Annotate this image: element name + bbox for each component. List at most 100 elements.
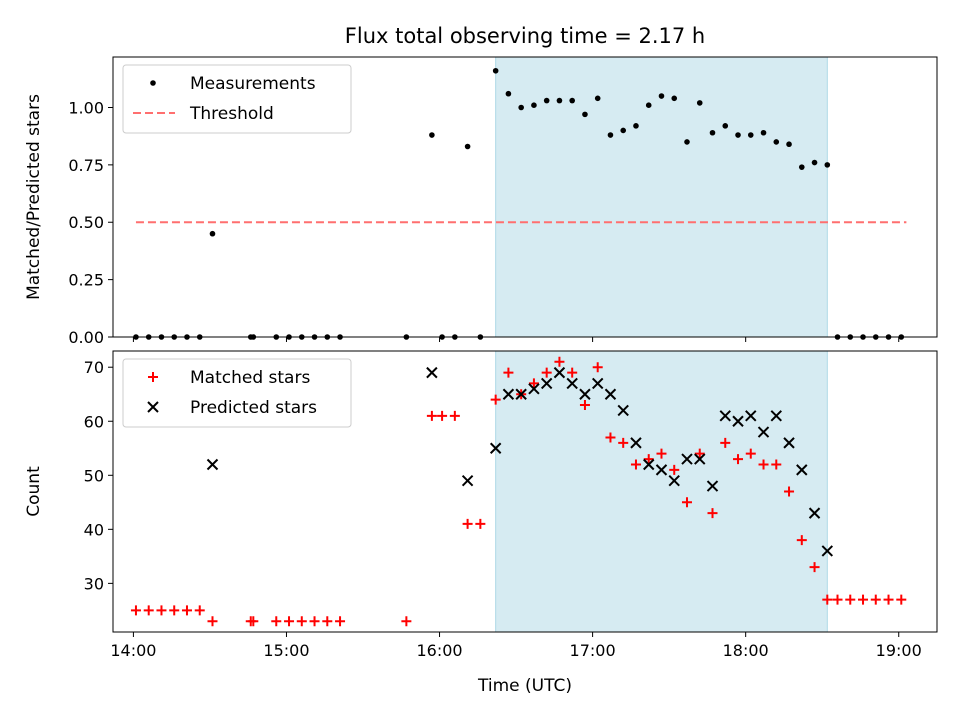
predicted-star-point xyxy=(719,410,731,422)
measurement-point xyxy=(735,132,741,138)
predicted-star-point xyxy=(732,415,744,427)
shaded-region xyxy=(495,350,828,633)
y-tick-label: 50 xyxy=(84,466,104,485)
matched-star-point xyxy=(809,562,820,573)
predicted-star-point xyxy=(617,404,629,417)
matched-star-point xyxy=(437,410,448,421)
matched-star-point xyxy=(475,518,486,529)
matched-star-point xyxy=(541,367,552,378)
measurement-point xyxy=(773,139,780,145)
legend-box xyxy=(122,64,352,134)
y-tick-label: 60 xyxy=(84,412,104,431)
shaded-region xyxy=(495,56,828,338)
matched-star-point xyxy=(720,437,731,448)
predicted-stars-series xyxy=(206,366,834,557)
y-tick-label: 30 xyxy=(84,574,104,593)
predicted-star-point xyxy=(579,388,591,400)
matched-star-point xyxy=(194,605,205,616)
measurement-point xyxy=(569,97,575,104)
measurement-point xyxy=(505,90,512,97)
y-tick-label: 0.75 xyxy=(68,156,104,175)
matched-star-point xyxy=(618,437,629,448)
matched-star-point xyxy=(284,616,295,627)
measurement-point xyxy=(556,97,563,104)
matched-star-point xyxy=(579,400,590,411)
predicted-star-point xyxy=(502,388,515,400)
legend: Matched stars Predicted stars xyxy=(122,358,352,428)
measurement-point xyxy=(684,139,690,145)
measurement-point xyxy=(747,132,754,138)
predicted-star-point xyxy=(515,388,527,400)
predicted-star-point xyxy=(489,442,502,454)
matched-star-point xyxy=(309,616,320,627)
x-tick-label: 15:00 xyxy=(263,641,309,660)
matched-star-point xyxy=(605,432,616,443)
measurement-point xyxy=(464,143,471,150)
measurement-point xyxy=(824,162,831,168)
measurement-point xyxy=(671,95,678,102)
legend-matched-swatch xyxy=(148,372,158,382)
predicted-star-point xyxy=(770,410,782,422)
x-tick-label: 14:00 xyxy=(110,641,156,660)
predicted-star-point xyxy=(426,366,438,379)
predicted-star-point xyxy=(643,458,655,471)
matched-star-point xyxy=(143,605,154,616)
measurement-point xyxy=(645,102,652,108)
matched-star-point xyxy=(554,356,565,367)
measurement-point xyxy=(620,127,627,134)
matched-star-point xyxy=(567,367,578,378)
matched-star-point xyxy=(733,454,744,465)
matched-star-point xyxy=(758,459,769,470)
measurement-point xyxy=(709,129,716,136)
matched-star-point xyxy=(335,616,346,627)
axes-frame xyxy=(112,350,938,633)
matched-star-point xyxy=(694,448,705,459)
measurement-point xyxy=(607,132,614,138)
predicted-star-point xyxy=(668,474,680,487)
predicted-star-point xyxy=(591,377,604,390)
matched-stars-series xyxy=(130,356,907,627)
measurement-point xyxy=(760,129,767,136)
predicted-star-point xyxy=(655,464,668,476)
matched-star-point xyxy=(896,594,907,605)
x-tick-label: 17:00 xyxy=(570,641,616,660)
matched-star-point xyxy=(462,518,473,529)
chart-title: Flux total observing time = 2.17 h xyxy=(345,24,705,48)
matched-star-point xyxy=(248,616,259,627)
y-tick-label: 1.00 xyxy=(68,98,104,117)
matched-star-point xyxy=(845,594,856,605)
predicted-star-point xyxy=(528,383,540,395)
matched-star-point xyxy=(643,454,654,465)
x-tick-label: 18:00 xyxy=(723,641,769,660)
matched-star-point xyxy=(883,594,894,605)
matched-star-point xyxy=(832,594,843,605)
predicted-star-point xyxy=(745,410,757,422)
matched-star-point xyxy=(669,464,680,475)
matched-star-point xyxy=(745,448,756,459)
matched-star-point xyxy=(322,616,333,627)
matched-star-point xyxy=(707,508,718,519)
measurement-point xyxy=(429,132,435,138)
y-tick-label: 0.25 xyxy=(68,271,104,290)
y-tick-label: 70 xyxy=(84,358,104,377)
legend-label: Matched stars xyxy=(190,368,310,388)
matched-star-point xyxy=(207,616,218,627)
y-axis-label: Matched/Predicted stars xyxy=(24,94,44,300)
predicted-star-point xyxy=(808,507,821,519)
predicted-star-point xyxy=(540,377,553,390)
matched-star-point xyxy=(169,605,180,616)
predicted-star-point xyxy=(553,366,566,379)
measurement-point xyxy=(722,123,729,129)
matched-star-point xyxy=(592,362,603,373)
predicted-star-point xyxy=(681,453,693,465)
legend: Measurements Threshold xyxy=(122,64,352,134)
predicted-star-point xyxy=(706,480,719,492)
measurement-point xyxy=(633,123,639,129)
predicted-star-point xyxy=(694,453,706,465)
bottom-panel: 30 40 50 60 70 14:00 15:00 16:00 17:00 18:00 19:00… xyxy=(24,350,938,696)
measurement-point xyxy=(582,111,588,118)
matched-star-point xyxy=(401,616,412,627)
matched-star-point xyxy=(784,486,795,497)
predicted-star-point xyxy=(461,474,474,487)
